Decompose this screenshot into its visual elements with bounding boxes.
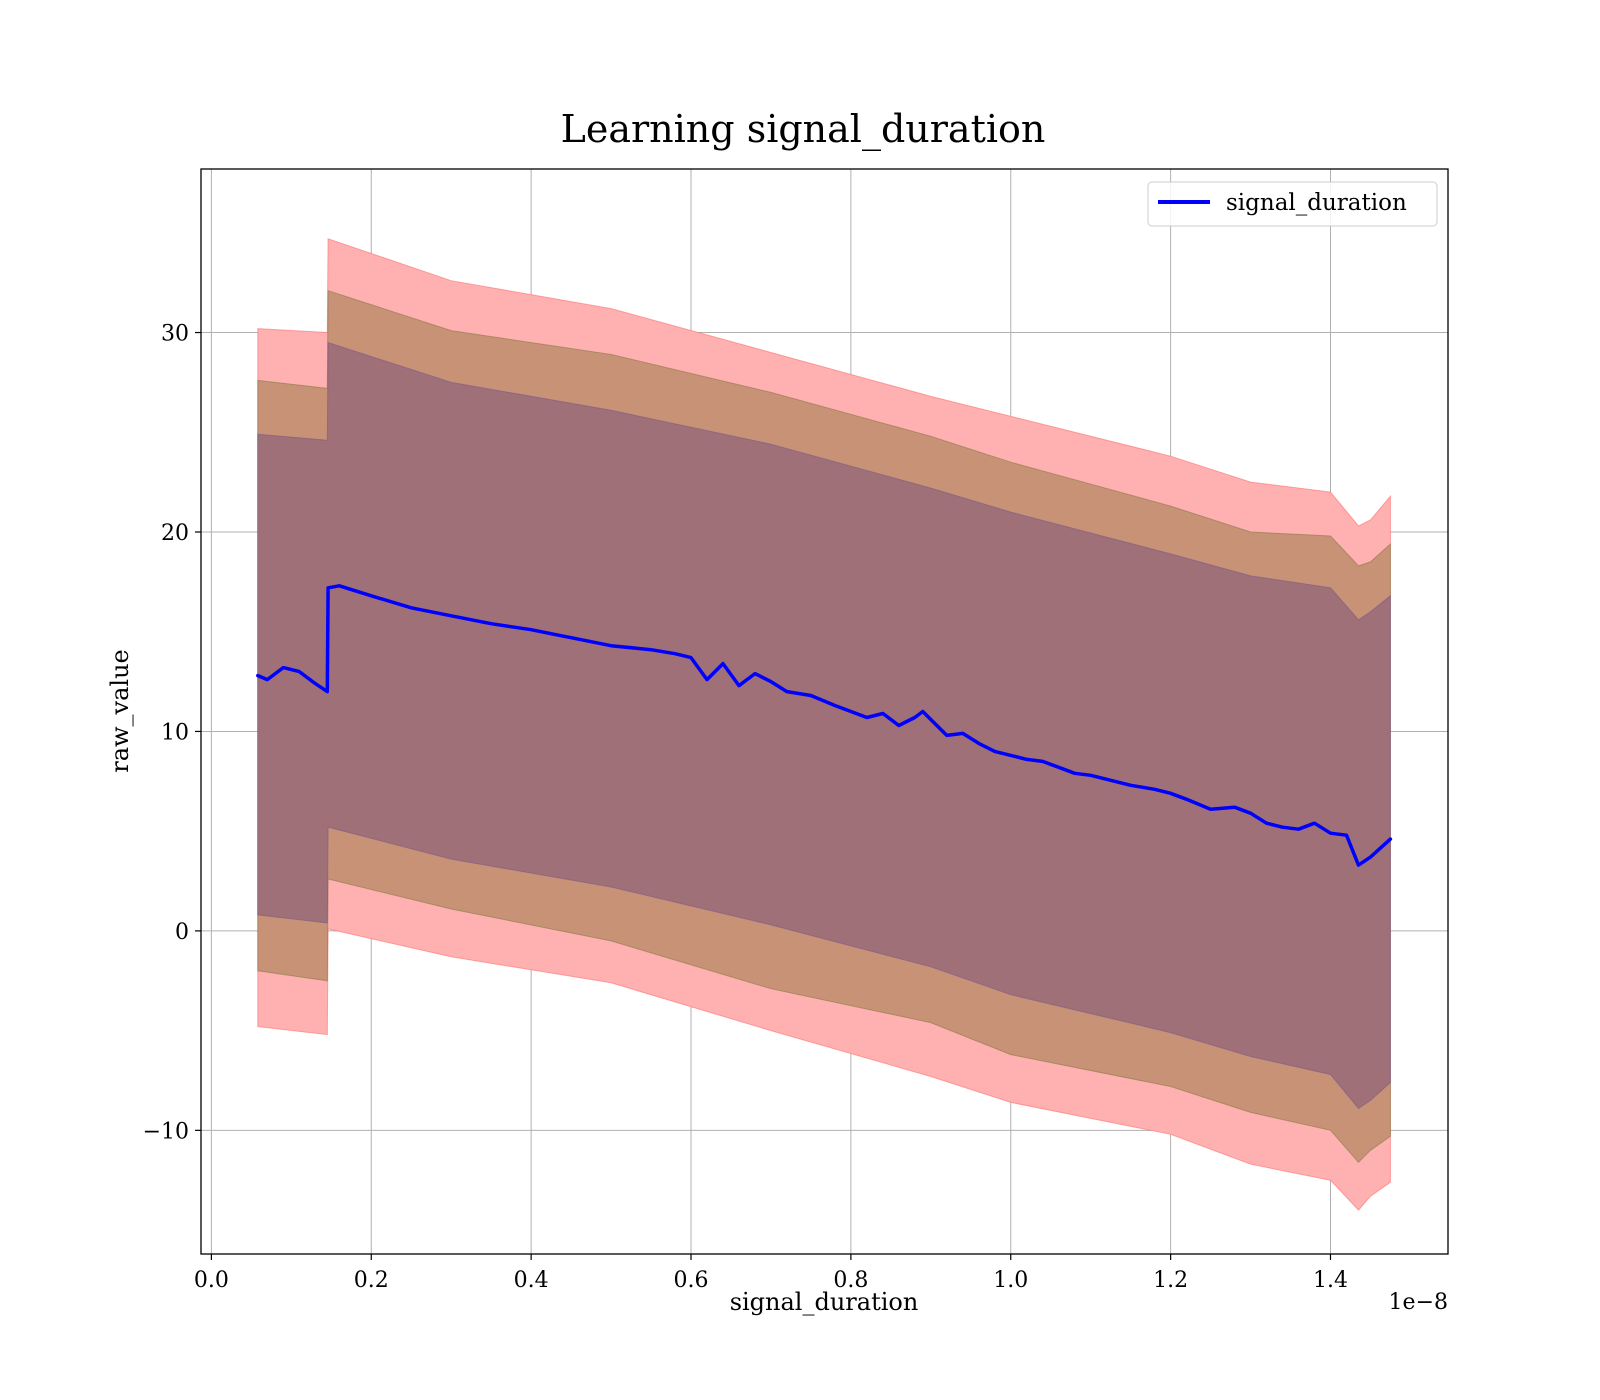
plot-area [200,168,1449,1255]
x-axis-offset-label: 1e−8 [1389,1290,1448,1315]
confidence-bands [257,238,1391,1211]
x-tick-label-3: 0.6 [674,1268,709,1293]
y-tick-label-2: 10 [161,720,189,745]
x-tick-label-0: 0.0 [194,1268,229,1293]
y-tick-label-3: 20 [161,521,189,546]
x-tick-label-6: 1.2 [1153,1268,1188,1293]
y-tick-label-0: −10 [143,1119,189,1144]
chart-title: Learning signal_duration [561,107,1046,152]
series-line-0 [256,584,1393,867]
series-lines [256,584,1393,867]
x-tick-label-7: 1.4 [1313,1268,1348,1293]
legend: signal_duration [1147,181,1438,227]
axis-ticks: 0.0 0.2 0.4 0.6 0.8 1.0 1.2 1.4 −10 0 10 20 30 [143,322,1348,1293]
legend-box [1147,181,1438,227]
x-axis-label: signal_duration [730,1288,919,1316]
y-tick-label-1: 0 [175,920,189,945]
legend-label-signal-duration: signal_duration [1226,190,1407,216]
band-inner [257,341,1391,1110]
plot-frame [200,168,1449,1255]
y-tick-label-4: 30 [161,322,189,347]
y-axis-label: raw_value [106,649,134,773]
x-tick-label-5: 1.0 [993,1268,1028,1293]
x-tick-label-4: 0.8 [833,1268,868,1293]
x-tick-label-2: 0.4 [514,1268,549,1293]
x-tick-label-1: 0.2 [354,1268,389,1293]
